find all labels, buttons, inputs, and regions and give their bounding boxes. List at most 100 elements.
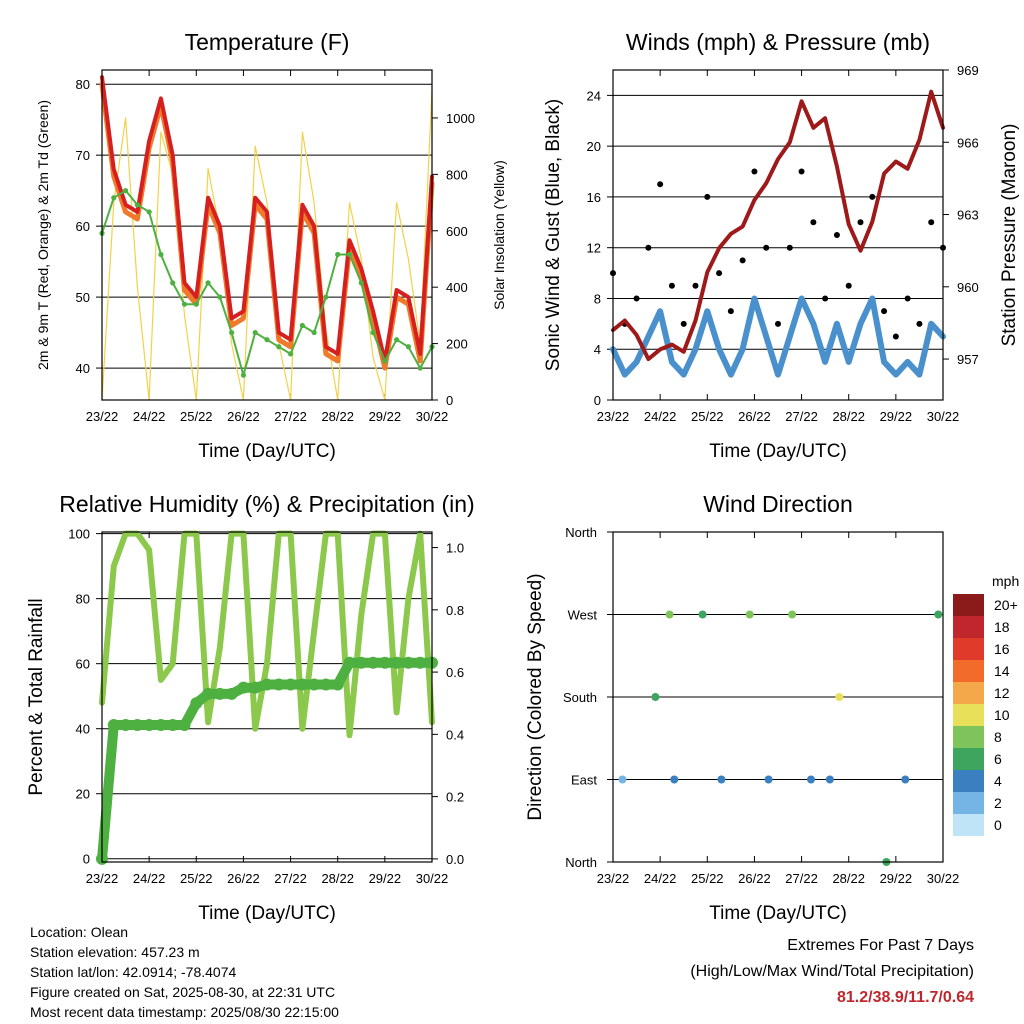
panel-1-xlabel: Time (Day/UTC) <box>198 441 336 462</box>
colorbar-swatch <box>953 792 984 814</box>
panel-2-xtick-label: 23/22 <box>597 409 630 424</box>
extremes-title: Extremes For Past 7 Days <box>787 937 974 954</box>
panel-2-ylabel: Sonic Wind & Gust (Blue, Black) <box>543 99 564 371</box>
station-pressure-line <box>611 89 945 362</box>
panel-3-xtick-label: 28/22 <box>321 871 354 886</box>
panel-1-ytick-label: 50 <box>76 290 90 305</box>
gust-point <box>775 320 781 327</box>
panel-2-ytick-label: 20 <box>587 139 601 154</box>
precipitation-line <box>97 657 437 864</box>
panel-3-xtick-label: 23/22 <box>86 871 119 886</box>
panel-3-ytick-label: 40 <box>76 722 90 737</box>
gust-point <box>633 295 640 302</box>
relative-humidity-line <box>99 530 435 739</box>
colorbar-label: 2 <box>994 795 1002 811</box>
panel-1-ytick-label: 40 <box>76 361 90 376</box>
precipitation-point <box>154 719 167 732</box>
colorbar-label: 10 <box>994 707 1010 723</box>
gust-point <box>892 333 899 340</box>
panel-2-ytick-label: 16 <box>587 190 601 205</box>
panel-3-ytick-right-label: 0.2 <box>446 790 464 805</box>
gust-point <box>668 282 675 289</box>
colorbar-swatch <box>953 682 984 704</box>
colorbar-label: 0 <box>994 817 1002 833</box>
panel-3-ytick-label: 60 <box>76 657 90 672</box>
colorbar-swatch <box>953 748 984 770</box>
wind-direction-point <box>934 610 943 619</box>
wind-direction-point <box>764 775 773 784</box>
colorbar-swatch <box>953 594 984 616</box>
panel-1-ytick-label: 70 <box>76 148 90 163</box>
colorbar-swatch <box>953 704 984 726</box>
precipitation-point <box>308 678 321 691</box>
gust-point <box>869 193 876 200</box>
panel-4-border <box>612 531 944 863</box>
panel-1-xtick-label: 26/22 <box>227 409 260 424</box>
colorbar-swatch <box>953 616 984 638</box>
panel-4-xtick-label: 27/22 <box>785 871 818 886</box>
precipitation-point <box>143 719 156 732</box>
precipitation-point <box>378 656 391 669</box>
wind-direction-point <box>807 775 815 784</box>
panel-3-border <box>101 531 433 863</box>
gust-point <box>798 168 805 175</box>
panel-3-ytick-right-label: 1.0 <box>446 541 464 556</box>
panel-1-ytick-right-label: 600 <box>446 224 468 239</box>
colorbar-label: 8 <box>994 729 1002 745</box>
panel-4-title: Wind Direction <box>703 491 853 517</box>
precipitation-point <box>237 681 250 694</box>
panel-3-ytick-label: 0 <box>83 852 90 867</box>
panel-3-ytick-right-label: 0.6 <box>446 665 464 680</box>
panel-3-ylabel: Percent & Total Rainfall <box>26 598 47 795</box>
precipitation-point <box>178 719 191 732</box>
panel-3-ytick-label: 100 <box>68 527 90 542</box>
wind-direction-point <box>665 610 674 619</box>
precipitation-point <box>402 656 415 669</box>
colorbar-label: 12 <box>994 685 1010 701</box>
panel-2-xtick-label: 30/22 <box>927 409 960 424</box>
gust-point <box>704 193 711 200</box>
panel-2-ytick-label: 4 <box>594 342 601 357</box>
panel-1-ytick-right-label: 0 <box>446 393 453 408</box>
gust-point <box>763 244 770 251</box>
panel-1-xtick-label: 28/22 <box>321 409 354 424</box>
gust-point <box>739 257 746 264</box>
wind-direction-point <box>901 775 910 784</box>
panel-2-xtick-label: 24/22 <box>644 409 677 424</box>
panel-2-xtick-label: 27/22 <box>785 409 818 424</box>
panel-3-xtick-label: 27/22 <box>274 871 307 886</box>
panel-2-ytick-label: 0 <box>594 393 601 408</box>
panel-2-xlabel: Time (Day/UTC) <box>709 441 847 462</box>
panel-2-xtick-label: 29/22 <box>880 409 913 424</box>
panel-2-ytick-right-label: 969 <box>957 63 979 78</box>
precipitation-point <box>355 656 368 669</box>
panel-2-ytick-right-label: 957 <box>957 352 979 367</box>
precipitation-point <box>261 678 273 691</box>
panel-1-ylabel: 2m & 9m T (Red, Orange) & 2m Td (Green) <box>35 100 51 370</box>
wind-direction-point <box>618 775 627 784</box>
panel-4-ytick-label: East <box>571 773 597 788</box>
colorbar-label: 18 <box>994 619 1010 635</box>
station-latlon: Station lat/lon: 42.0914; -78.4074 <box>30 964 237 980</box>
colorbar-swatch <box>953 638 984 660</box>
precipitation-point <box>119 719 132 732</box>
panel-2-ytick-right-label: 960 <box>957 280 979 295</box>
panel-2-xtick-label: 25/22 <box>691 409 724 424</box>
gust-point <box>845 282 852 289</box>
precipitation-point <box>190 697 203 710</box>
panel-1-y2label: Solar Insolation (Yellow) <box>491 160 507 310</box>
gust-point <box>904 295 911 302</box>
colorbar-label: 20+ <box>994 597 1018 613</box>
gust-point <box>786 244 793 251</box>
panel-3-xtick-label: 25/22 <box>180 871 213 886</box>
wind-direction-point <box>717 775 726 784</box>
panel-1-xtick-label: 27/22 <box>274 409 307 424</box>
wind-direction-point <box>698 610 707 619</box>
precipitation-point <box>107 719 120 732</box>
colorbar-title: mph <box>992 573 1019 589</box>
wind-direction-point <box>835 693 844 701</box>
station-info: Location: Olean Station elevation: 457.2… <box>30 922 339 1022</box>
precipitation-point <box>390 656 403 669</box>
colorbar-label: 14 <box>994 663 1010 679</box>
panel-4-xtick-label: 23/22 <box>597 871 630 886</box>
